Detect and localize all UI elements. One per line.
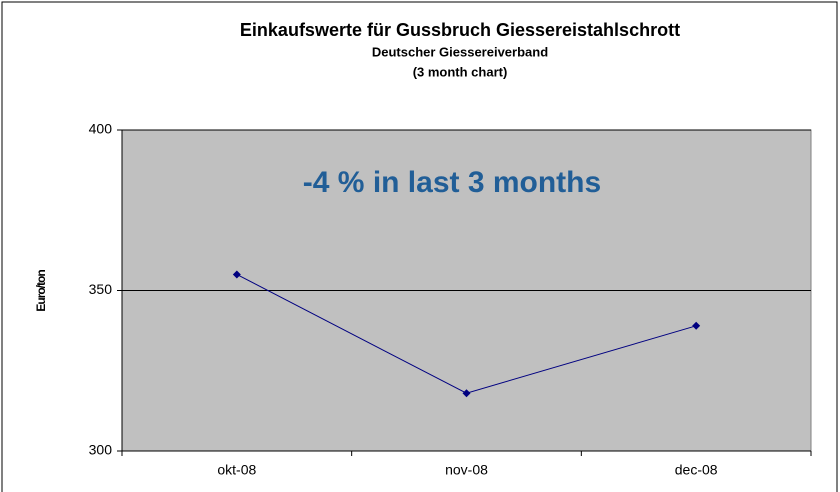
chart-subtitle: Deutscher Giessereiverband <box>372 44 548 59</box>
chart-subtitle: (3 month chart) <box>413 64 508 79</box>
annotation: -4 % in last 3 months <box>303 166 601 199</box>
x-tick-label: nov-08 <box>445 462 488 478</box>
data-marker <box>462 389 471 398</box>
chart-title: Einkaufswerte für Gussbruch Giessereista… <box>240 20 680 40</box>
y-tick-label: 300 <box>89 442 113 458</box>
x-tick-label: okt-08 <box>217 462 256 478</box>
y-axis-label: Euro/ton <box>34 270 48 312</box>
y-tick-label: 350 <box>89 281 113 297</box>
data-marker <box>232 270 241 279</box>
y-tick-label: 400 <box>89 121 113 137</box>
data-marker <box>692 321 701 330</box>
x-tick-label: dec-08 <box>675 462 718 478</box>
